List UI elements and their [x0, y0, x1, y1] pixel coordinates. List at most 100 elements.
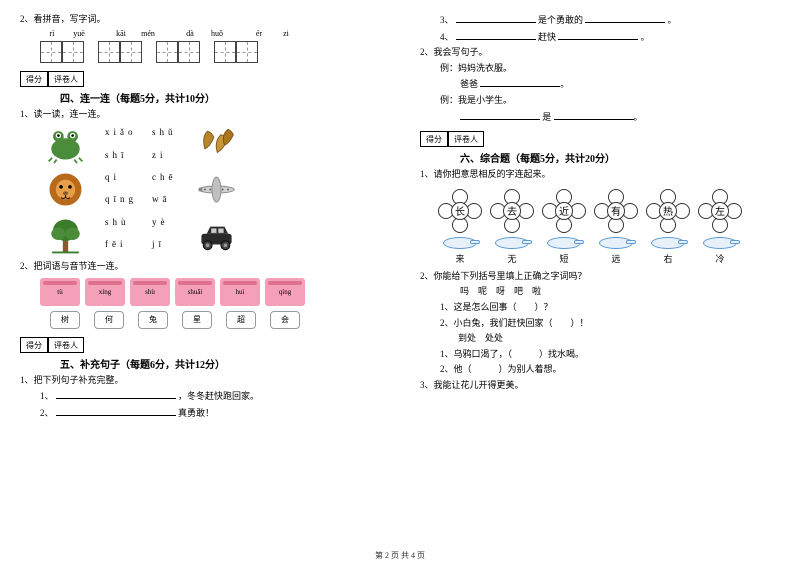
- char-box[interactable]: [236, 41, 258, 63]
- grader-cell: 评卷人: [48, 71, 84, 87]
- char-box[interactable]: [62, 41, 84, 63]
- flower-char: 去: [503, 202, 521, 220]
- fill-line: 是 。: [460, 110, 780, 124]
- pinyin-text: qīng: [105, 194, 137, 204]
- pinyin: mén: [136, 29, 160, 38]
- white-card: 超: [226, 311, 256, 329]
- q-line: 到处 处处: [440, 332, 780, 345]
- char-box[interactable]: [178, 41, 200, 63]
- flower-char: 长: [451, 202, 469, 220]
- pinyin-text: wā: [152, 194, 177, 204]
- q2-title: 2、我会写句子。: [420, 46, 780, 59]
- char-box[interactable]: [214, 41, 236, 63]
- fill-line: 4、 赶快 。: [440, 30, 780, 44]
- blank[interactable]: [585, 13, 665, 23]
- pink-card: shù: [130, 278, 170, 306]
- blank[interactable]: [480, 77, 560, 87]
- white-card: 树: [50, 311, 80, 329]
- flower-char: 左: [711, 202, 729, 220]
- char-box[interactable]: [40, 41, 62, 63]
- fill-line: 1、 ，冬冬赶快跑回家。: [40, 389, 380, 403]
- blank[interactable]: [56, 406, 176, 416]
- label: 真勇敢！: [178, 408, 214, 418]
- label: 是: [542, 112, 551, 122]
- label: 。: [641, 32, 650, 42]
- white-card: 会: [270, 311, 300, 329]
- score-box: 得分 评卷人: [20, 337, 380, 353]
- flower-icon: 长: [440, 191, 480, 231]
- pinyin-text: shī: [105, 150, 137, 160]
- spoon-char: 短: [559, 252, 568, 265]
- spoon-icon: 冷: [700, 237, 740, 267]
- frog-icon: [40, 123, 90, 165]
- flower-icon: 有: [596, 191, 636, 231]
- char-box[interactable]: [156, 41, 178, 63]
- score-box: 得分 评卷人: [420, 131, 780, 147]
- blank[interactable]: [456, 13, 536, 23]
- label: 4、: [440, 32, 454, 42]
- label: 是个勇敢的: [538, 15, 583, 25]
- blank[interactable]: [554, 110, 634, 120]
- spoon-icon: 无: [492, 237, 532, 267]
- pinyin-text: qì: [105, 172, 137, 182]
- spoon-icon: 远: [596, 237, 636, 267]
- char-box[interactable]: [120, 41, 142, 63]
- spoon-icon: 短: [544, 237, 584, 267]
- example-line: 例：妈妈洗衣服。: [440, 62, 780, 75]
- section6-q2: 2、你能给下列括号里填上正确之字词吗？: [420, 270, 780, 283]
- spoon-row: 来 无 短 远 右 冷: [440, 237, 780, 267]
- pinyin-text: yè: [152, 217, 177, 227]
- fill-line: 2、 真勇敢！: [40, 406, 380, 420]
- section4-title: 四、连一连（每题5分，共计10分）: [60, 90, 380, 105]
- spoon-char: 远: [611, 252, 620, 265]
- flower-icon: 去: [492, 191, 532, 231]
- pink-card: xíng: [85, 278, 125, 306]
- char-box-row: [40, 41, 380, 63]
- match-right-images: [192, 123, 242, 257]
- white-card-row: 树 何 兔 星 超 会: [50, 311, 380, 329]
- pinyin-text: fēi: [105, 239, 137, 249]
- blank[interactable]: [56, 389, 176, 399]
- right-column: 3、 是个勇敢的 。 4、 赶快 。 2、我会写句子。 例：妈妈洗衣服。 爸爸 …: [400, 0, 800, 565]
- label: 。: [668, 15, 677, 25]
- blank[interactable]: [456, 30, 536, 40]
- char-box[interactable]: [98, 41, 120, 63]
- q-line: 1、乌鸦口渴了，（ ）找水喝。: [440, 348, 780, 361]
- section4-q2: 2、把词语与音节连一连。: [20, 260, 380, 273]
- flower-icon: 近: [544, 191, 584, 231]
- q-line: 1、这是怎么回事（ ）？: [440, 301, 780, 314]
- car-icon: [192, 215, 242, 257]
- pinyin: huǒ: [205, 29, 229, 38]
- spoon-char: 右: [663, 252, 672, 265]
- section4-q1: 1、读一读，连一连。: [20, 108, 380, 121]
- blank[interactable]: [558, 30, 638, 40]
- white-card: 兔: [138, 311, 168, 329]
- grader-cell: 评卷人: [48, 337, 84, 353]
- blank[interactable]: [460, 110, 540, 120]
- score-cell: 得分: [420, 131, 448, 147]
- label: 爸爸: [460, 79, 478, 89]
- pinyin: ér: [247, 29, 271, 38]
- section5-title: 五、补充句子（每题6分，共计12分）: [60, 356, 380, 371]
- left-column: 2、看拼音，写字词。 rì yuè kāi mén dà huǒ ér zi 得…: [0, 0, 400, 565]
- flower-char: 近: [555, 202, 573, 220]
- label: 1、: [40, 391, 54, 401]
- pink-card: huì: [220, 278, 260, 306]
- pink-card: shuāi: [175, 278, 215, 306]
- white-card: 何: [94, 311, 124, 329]
- pinyin-text: xiǎo: [105, 127, 137, 137]
- pinyin-text: jī: [152, 239, 177, 249]
- label: ，冬冬赶快跑回家。: [178, 391, 259, 401]
- label: 赶快: [538, 32, 558, 42]
- choice-line: 吗 呢 呀 吧 啦: [460, 285, 780, 298]
- label: 3、: [440, 15, 454, 25]
- flower-char: 有: [607, 202, 625, 220]
- spoon-char: 冷: [715, 252, 724, 265]
- pinyin: kāi: [109, 29, 133, 38]
- example-line: 例：我是小学生。: [440, 94, 780, 107]
- q-line: 2、他（ ）为别人着想。: [440, 363, 780, 376]
- score-box: 得分 评卷人: [20, 71, 380, 87]
- match-area: xiǎo shī qì qīng shù fēi shǔ zi chē wā y…: [40, 123, 380, 257]
- section5-q1: 1、把下列句子补充完整。: [20, 374, 380, 387]
- flower-icon: 热: [648, 191, 688, 231]
